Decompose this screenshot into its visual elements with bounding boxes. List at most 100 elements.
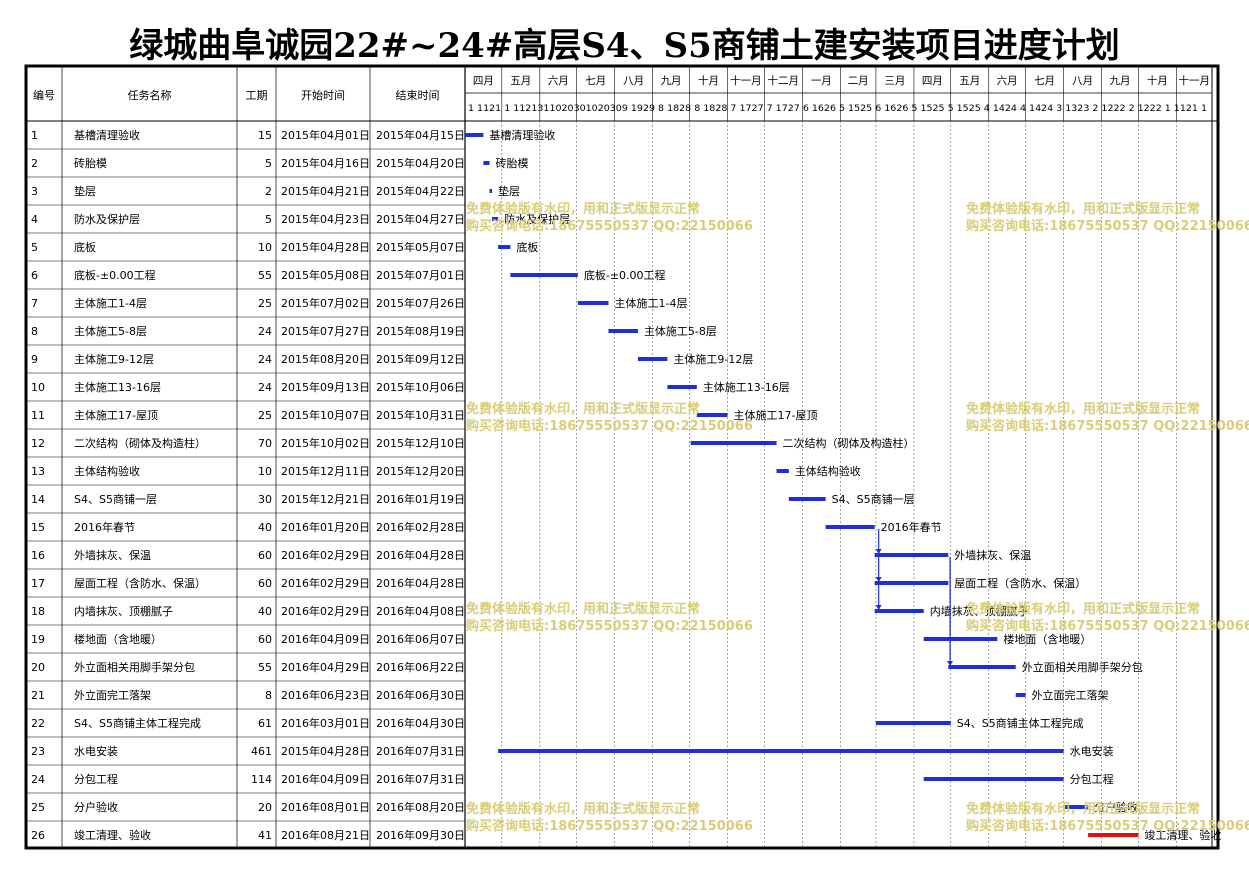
- month-tick-label: 十月: [698, 74, 719, 87]
- task-start: 2015年04月23日: [281, 212, 370, 226]
- watermark-line-2: 购买咨询电话:18675550537 QQ:22150066: [466, 418, 753, 434]
- task-duration: 25: [258, 409, 272, 422]
- task-bar: [874, 609, 924, 613]
- task-end: 2016年08月20日: [376, 800, 465, 814]
- task-bar-label: 防水及保护层: [504, 212, 570, 226]
- task-name: 外立面相关用脚手架分包: [74, 660, 195, 674]
- task-id: 18: [31, 605, 45, 618]
- task-duration: 20: [258, 801, 272, 814]
- task-id: 2: [31, 157, 38, 170]
- task-id: 5: [31, 241, 38, 254]
- task-bar: [667, 385, 697, 389]
- watermark-line-1: 免费体验版有水印，用和正式版显示正常: [466, 801, 700, 817]
- dependency-arrow: [875, 577, 882, 582]
- task-duration: 10: [258, 241, 272, 254]
- task-bar: [874, 553, 949, 557]
- month-tick-label: 十二月: [768, 74, 800, 87]
- watermark-line-2: 购买咨询电话:18675550537 QQ:22150066: [466, 618, 753, 634]
- task-start: 2016年03月01日: [281, 716, 370, 730]
- task-end: 2015年12月20日: [376, 464, 465, 478]
- task-bar-label: 主体施工17-屋顶: [733, 408, 817, 422]
- task-id: 14: [31, 493, 45, 506]
- task-start: 2015年05月08日: [281, 268, 370, 282]
- task-bar-label: 底板: [516, 240, 538, 254]
- task-duration: 60: [258, 549, 272, 562]
- task-id: 24: [31, 773, 45, 786]
- header-layer: 四月 五月 六月 七月 八月 九月 十月 十一月 十二月 一月 二月 三月 四月 五月 六月 七月 八月 九月 十月…: [33, 74, 1210, 114]
- task-bar: [788, 497, 826, 501]
- task-bar-label: 垫层: [498, 184, 520, 198]
- task-name: 防水及保护层: [74, 212, 140, 226]
- task-end: 2016年09月30日: [376, 828, 465, 842]
- task-end: 2015年08月19日: [376, 324, 465, 338]
- task-bar: [498, 749, 1064, 753]
- dependency-arrow: [875, 605, 882, 610]
- task-duration: 24: [258, 325, 272, 338]
- task-bar-label: 楼地面（含地暖）: [1003, 632, 1091, 646]
- task-duration: 55: [258, 269, 272, 282]
- task-start: 2015年12月11日: [281, 464, 370, 478]
- task-name: 分户验收: [74, 800, 118, 814]
- task-bar: [776, 469, 789, 473]
- task-bar: [510, 273, 578, 277]
- task-end: 2016年06月22日: [376, 660, 465, 674]
- task-name: 屋面工程（含防水、保温）: [74, 576, 206, 590]
- task-duration: 461: [251, 745, 272, 758]
- task-bar-label: 主体施工13-16层: [703, 380, 790, 394]
- task-id: 7: [31, 297, 38, 310]
- task-start: 2016年08月21日: [281, 828, 370, 842]
- task-bar: [825, 525, 875, 529]
- task-bar-label: 二次结构（砌体及构造柱）: [783, 436, 915, 450]
- month-tick-label: 六月: [548, 75, 569, 87]
- watermark-line-2: 购买咨询电话:18675550537 QQ:22150066: [966, 218, 1249, 234]
- task-start: 2016年01月20日: [281, 520, 370, 534]
- task-bar-label: 外立面相关用脚手架分包: [1022, 660, 1143, 674]
- month-tick-label: 九月: [1110, 75, 1131, 87]
- task-bar: [874, 581, 949, 585]
- task-duration: 24: [258, 381, 272, 394]
- task-duration: 2: [265, 185, 272, 198]
- task-bar-label: 竣工清理、验收: [1144, 828, 1221, 842]
- task-duration: 60: [258, 577, 272, 590]
- task-bar-label: S4、S5商铺主体工程完成: [957, 716, 1084, 730]
- task-name: 垫层: [74, 184, 96, 198]
- task-name: 二次结构（砌体及构造柱）: [74, 436, 206, 450]
- task-bar-label: 分包工程: [1070, 773, 1114, 786]
- task-bar-label: S4、S5商铺一层: [832, 492, 915, 506]
- task-bar-label: 砖胎模: [496, 156, 529, 170]
- task-duration: 40: [258, 605, 272, 618]
- task-end: 2015年12月10日: [376, 436, 465, 450]
- watermark-line-1: 免费体验版有水印，用和正式版显示正常: [966, 401, 1200, 417]
- column-header: 开始时间: [301, 88, 345, 102]
- task-name: 主体结构验收: [74, 464, 140, 478]
- task-name: 主体施工1-4层: [74, 296, 147, 310]
- month-tick-label: 八月: [1072, 75, 1093, 87]
- task-bar-label: 内墙抹灰、顶棚腻子: [930, 604, 1029, 618]
- task-duration: 10: [258, 465, 272, 478]
- task-end: 2015年10月31日: [376, 408, 465, 422]
- task-end: 2016年04月30日: [376, 716, 465, 730]
- task-name: 底板-±0.00工程: [74, 268, 156, 282]
- task-id: 19: [31, 633, 45, 646]
- task-start: 2015年12月21日: [281, 492, 370, 506]
- task-id: 15: [31, 521, 45, 534]
- task-name: S4、S5商铺主体工程完成: [74, 716, 201, 730]
- task-end: 2016年07月31日: [376, 772, 465, 786]
- task-id: 13: [31, 465, 45, 478]
- month-tick-label: 五月: [510, 75, 531, 87]
- task-name: 主体施工9-12层: [74, 352, 154, 366]
- task-id: 10: [31, 381, 45, 394]
- task-bar: [696, 413, 728, 417]
- column-header: 编号: [33, 88, 55, 102]
- task-end: 2016年06月30日: [376, 688, 465, 702]
- day-tick-labels: 1 1121 1 1121311020301020309 1929 8 1828…: [468, 104, 1207, 114]
- task-duration: 114: [251, 773, 272, 786]
- task-name: 底板: [74, 240, 96, 254]
- task-bar-label: 底板-±0.00工程: [584, 268, 666, 282]
- month-tick-label: 十一月: [730, 74, 762, 87]
- task-end: 2016年04月08日: [376, 604, 465, 618]
- task-end: 2015年07月26日: [376, 296, 465, 310]
- task-start: 2015年04月01日: [281, 128, 370, 142]
- task-start: 2015年07月27日: [281, 324, 370, 338]
- task-id: 16: [31, 549, 45, 562]
